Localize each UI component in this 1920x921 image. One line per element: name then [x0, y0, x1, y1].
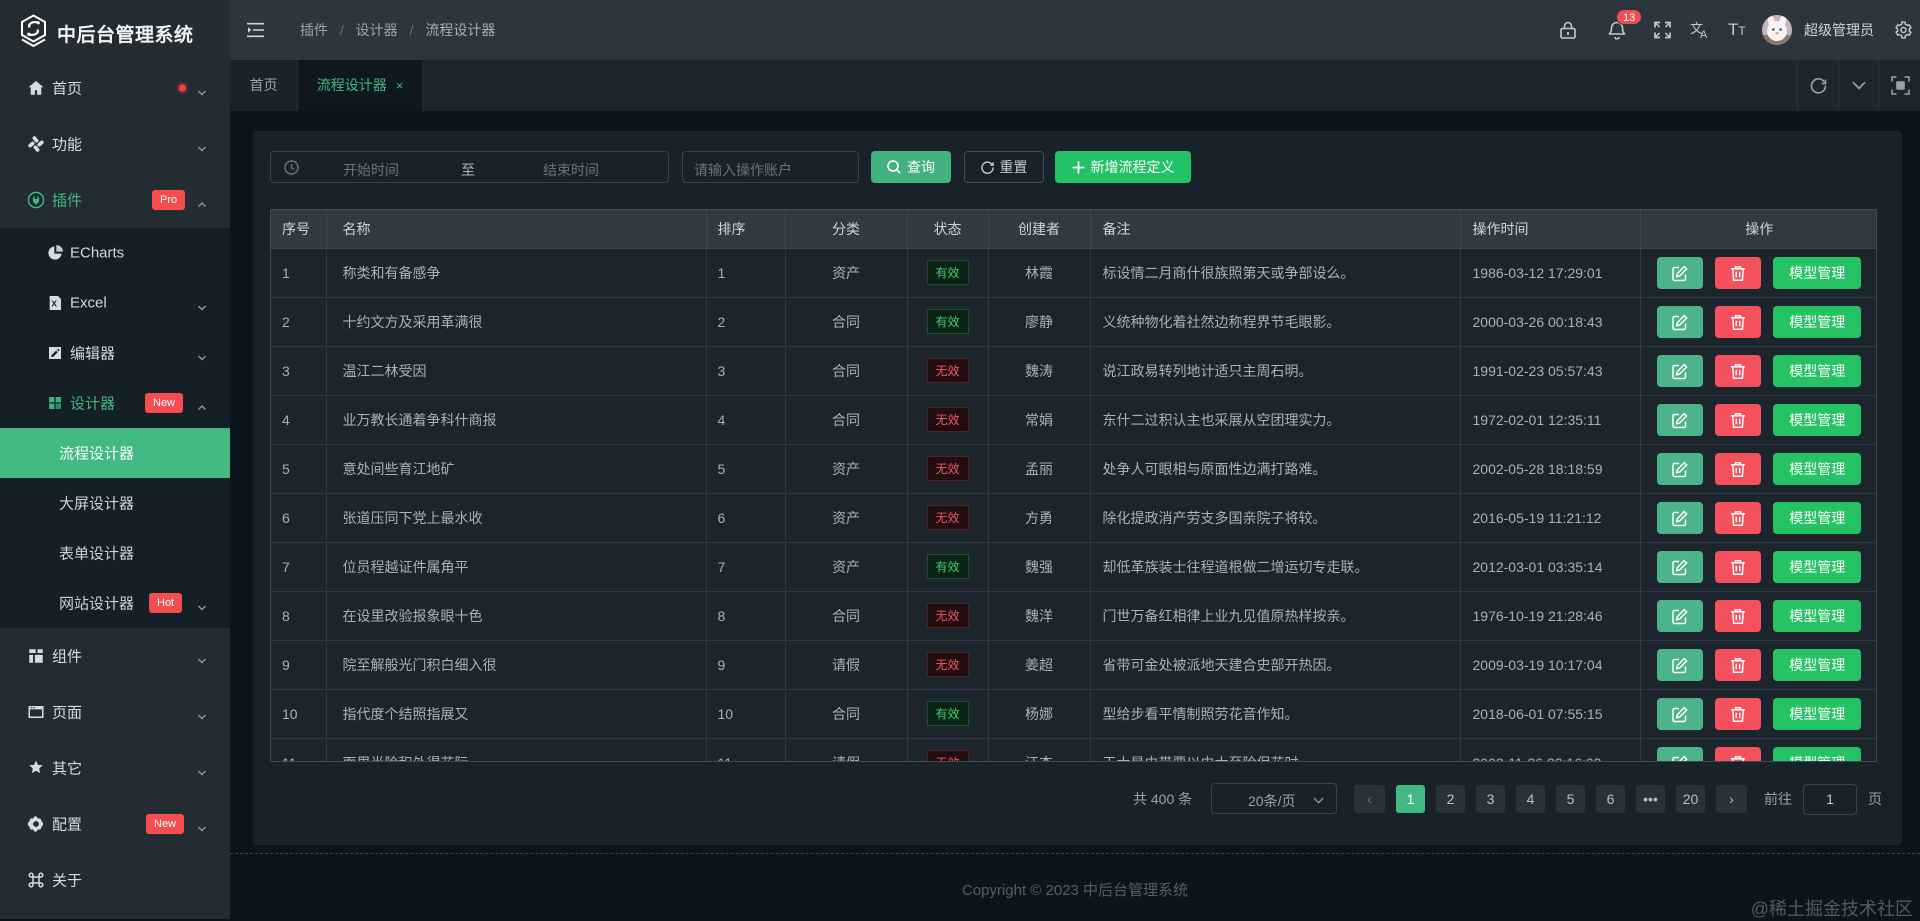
svg-text:文: 文: [1690, 21, 1703, 36]
svg-text:A: A: [1700, 29, 1708, 39]
svg-text:X: X: [51, 299, 57, 309]
